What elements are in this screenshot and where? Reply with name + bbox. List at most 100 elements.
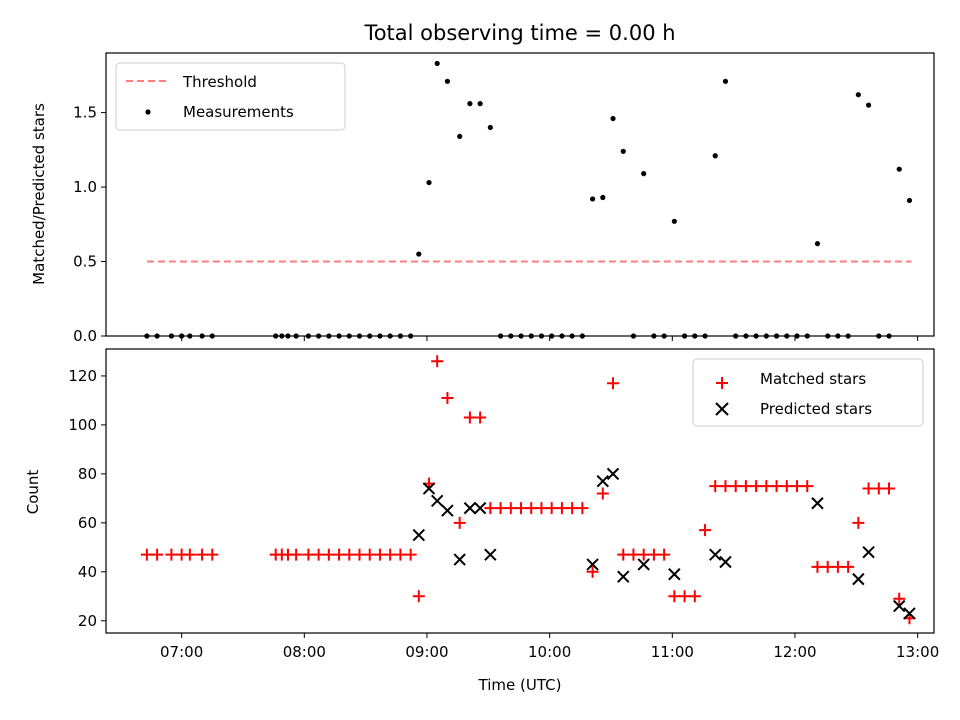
measurement-point	[855, 92, 861, 98]
matched-star-marker	[607, 377, 620, 390]
matched-star-marker	[647, 548, 660, 561]
legend-measurements-swatch	[145, 109, 151, 115]
matched-star-marker	[627, 548, 640, 561]
bottom-legend: Matched stars Predicted stars	[692, 358, 924, 427]
matched-star-marker	[504, 502, 517, 515]
matched-star-marker	[515, 502, 528, 515]
bottom-y-tick-label: 20	[78, 612, 97, 630]
measurement-point	[814, 241, 821, 247]
legend-predicted-label: Predicted stars	[760, 400, 872, 418]
matched-star-marker	[165, 548, 178, 561]
matched-star-marker	[312, 548, 325, 561]
predicted-star-marker	[811, 497, 824, 510]
matched-star-marker	[791, 480, 804, 493]
predicted-star-marker	[606, 467, 620, 481]
legend-matched-swatch	[716, 377, 728, 389]
matched-star-marker	[322, 548, 335, 561]
matched-star-marker	[872, 482, 885, 495]
matched-star-marker	[140, 548, 153, 561]
top-y-tick-label: 1.0	[73, 178, 97, 196]
matched-star-marker	[412, 590, 425, 603]
measurement-point	[416, 251, 422, 257]
bottom-plot-area: 07:00 08:00 09:00 10:00 11:00 12:00 13:00 20 40 6…	[68, 355, 939, 661]
measurement-point	[896, 166, 902, 172]
bottom-x-tick-label: 11:00	[651, 643, 694, 661]
bottom-y-tick-label: 60	[78, 514, 97, 532]
bottom-x-tick-label: 07:00	[160, 643, 203, 661]
matched-star-marker	[453, 516, 466, 529]
bottom-x-tick-label: 13:00	[896, 643, 939, 661]
bottom-legend-box	[692, 358, 924, 427]
predicted-star-marker	[719, 555, 732, 569]
matched-star-marker	[852, 516, 865, 529]
predicted-star-marker	[463, 501, 477, 515]
predicted-star-marker	[453, 553, 466, 566]
matched-star-marker	[404, 548, 417, 561]
predicted-star-marker	[903, 607, 916, 620]
predicted-star-marker	[586, 558, 599, 571]
legend-matched-label: Matched stars	[760, 370, 866, 388]
measurement-point	[457, 133, 463, 140]
matched-star-marker	[353, 548, 366, 561]
predicted-star-marker	[709, 548, 722, 561]
matched-star-marker	[801, 480, 814, 493]
top-y-tick-label: 0.0	[73, 327, 97, 345]
matched-star-marker	[760, 480, 773, 493]
matched-star-marker	[384, 548, 397, 561]
top-legend-box	[115, 62, 346, 131]
measurement-point	[712, 153, 718, 159]
bottom-x-tick-label: 08:00	[283, 643, 326, 661]
measurement-point	[641, 171, 647, 177]
matched-star-marker	[831, 560, 844, 573]
matched-star-marker	[617, 548, 630, 561]
bottom-x-tick-label: 12:00	[773, 643, 816, 661]
bottom-x-axis-label: Time (UTC)	[478, 676, 562, 694]
top-legend: Threshold Measurements	[115, 62, 346, 131]
measurement-point	[865, 102, 872, 108]
measurement-point	[467, 101, 473, 107]
top-panel: Total observing time = 0.00 h 0.0 0.5 1.0 1…	[30, 21, 935, 345]
bottom-y-tick-label: 120	[68, 367, 97, 385]
measurement-point	[600, 194, 606, 201]
bottom-y-tick-label: 100	[68, 416, 97, 434]
matched-star-marker	[463, 411, 476, 424]
matched-star-marker	[302, 548, 315, 561]
matched-star-marker	[811, 560, 824, 573]
bottom-y-axis-label: Count	[24, 470, 42, 515]
matched-star-marker	[441, 391, 454, 404]
predicted-star-marker	[668, 568, 681, 581]
matched-star-marker	[688, 590, 701, 603]
top-axes-frame	[105, 52, 935, 337]
matched-star-marker	[780, 480, 793, 493]
matched-star-marker	[373, 548, 386, 561]
matched-star-marker	[576, 502, 589, 515]
measurement-point	[487, 124, 493, 131]
matched-star-marker	[535, 502, 548, 515]
predicted-star-marker	[484, 548, 497, 561]
measurement-point	[589, 196, 596, 202]
predicted-star-marker	[473, 501, 487, 515]
matched-star-marker	[750, 480, 763, 493]
matched-star-marker	[699, 524, 712, 537]
predicted-star-marker	[596, 474, 610, 488]
predicted-star-marker	[412, 528, 426, 542]
matched-star-marker	[545, 502, 558, 515]
measurement-point	[671, 218, 677, 224]
matched-star-marker	[729, 480, 742, 493]
matched-star-marker	[474, 411, 487, 424]
matched-star-marker	[596, 487, 609, 500]
matched-star-marker	[394, 548, 407, 561]
matched-star-marker	[709, 480, 722, 493]
measurement-point	[722, 78, 729, 84]
measurement-point	[620, 148, 626, 154]
measurement-point	[906, 197, 913, 204]
measurement-point	[434, 60, 440, 67]
legend-predicted-swatch	[715, 402, 729, 416]
top-y-axis-label: Matched/Predicted stars	[30, 103, 48, 285]
matched-star-marker	[637, 548, 650, 561]
predicted-star-marker	[862, 545, 875, 559]
matched-star-marker	[678, 590, 691, 603]
matched-star-marker	[484, 502, 497, 515]
measurement-point	[610, 115, 616, 122]
